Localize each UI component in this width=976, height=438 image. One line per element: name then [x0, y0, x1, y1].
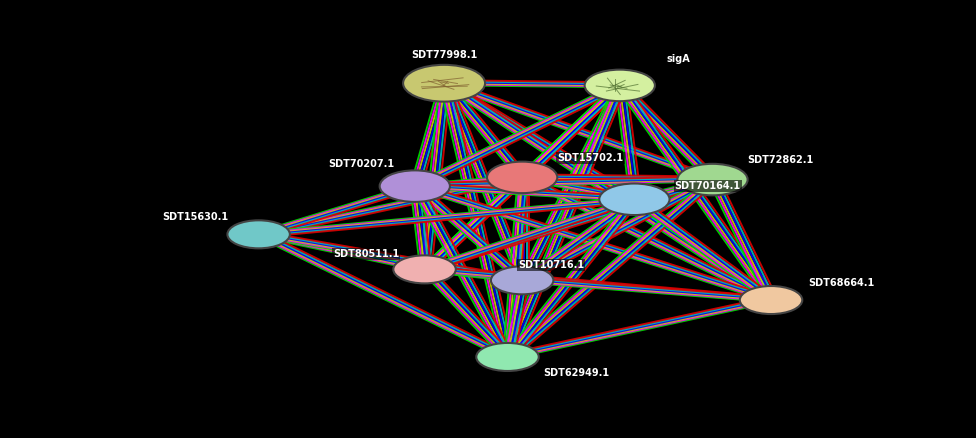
Circle shape	[599, 184, 670, 215]
Circle shape	[476, 343, 539, 371]
Circle shape	[393, 255, 456, 283]
Text: SDT15630.1: SDT15630.1	[162, 212, 228, 222]
Circle shape	[585, 70, 655, 101]
Text: SDT70164.1: SDT70164.1	[674, 181, 741, 191]
Circle shape	[677, 164, 748, 195]
Text: SDT70207.1: SDT70207.1	[328, 159, 394, 169]
Text: SDT80511.1: SDT80511.1	[333, 249, 399, 259]
Circle shape	[487, 162, 557, 193]
Text: SDT77998.1: SDT77998.1	[411, 50, 477, 60]
Circle shape	[403, 65, 485, 102]
Text: sigA: sigA	[667, 54, 690, 64]
Text: SDT15702.1: SDT15702.1	[557, 153, 624, 162]
Text: SDT72862.1: SDT72862.1	[748, 155, 814, 165]
Circle shape	[740, 286, 802, 314]
Text: SDT62949.1: SDT62949.1	[543, 368, 609, 378]
Text: SDT68664.1: SDT68664.1	[808, 278, 874, 287]
Circle shape	[491, 266, 553, 294]
Circle shape	[380, 170, 450, 202]
Text: SDT10716.1: SDT10716.1	[518, 260, 585, 270]
Circle shape	[227, 220, 290, 248]
